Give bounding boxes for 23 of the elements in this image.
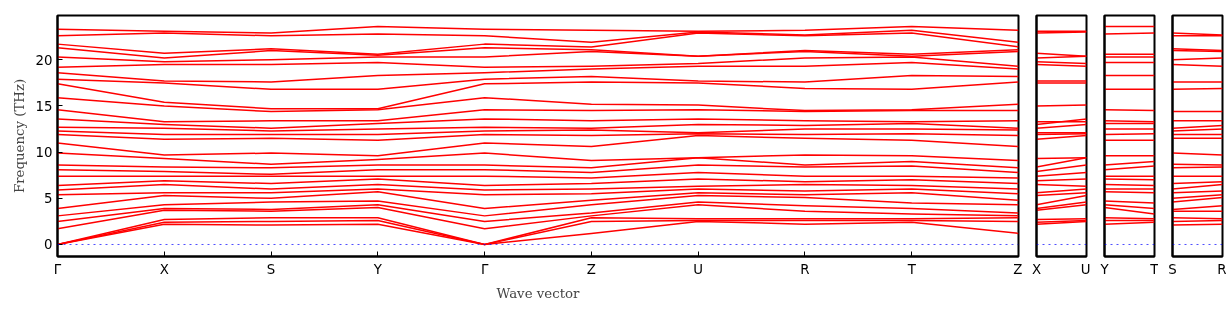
x-tick-label: S <box>1168 261 1177 277</box>
x-tick-label: Y <box>372 261 383 277</box>
x-tick-label: R <box>1217 261 1227 277</box>
x-tick-label: Z <box>586 261 596 277</box>
x-tick-label: Γ <box>53 261 62 277</box>
y-axis-title: Frequency (THz) <box>11 78 27 194</box>
x-axis-title: Wave vector <box>496 285 581 301</box>
y-tick-label: 15 <box>35 98 53 114</box>
y-tick-label: 5 <box>44 191 53 207</box>
x-tick-label: T <box>906 261 917 277</box>
x-tick-label: R <box>800 261 810 277</box>
y-tick-label: 10 <box>35 145 53 161</box>
x-tick-label: T <box>1149 261 1160 277</box>
x-tick-label: X <box>159 261 169 277</box>
y-tick-label: 20 <box>35 52 53 68</box>
x-tick-label: U <box>1080 261 1091 277</box>
y-tick-label: 0 <box>44 237 53 253</box>
x-tick-label: Γ <box>480 261 489 277</box>
x-tick-label: S <box>266 261 276 277</box>
x-tick-label: Z <box>1013 261 1023 277</box>
x-tick-label: U <box>693 261 704 277</box>
x-tick-label: X <box>1031 261 1042 277</box>
x-tick-label: Y <box>1099 261 1110 277</box>
